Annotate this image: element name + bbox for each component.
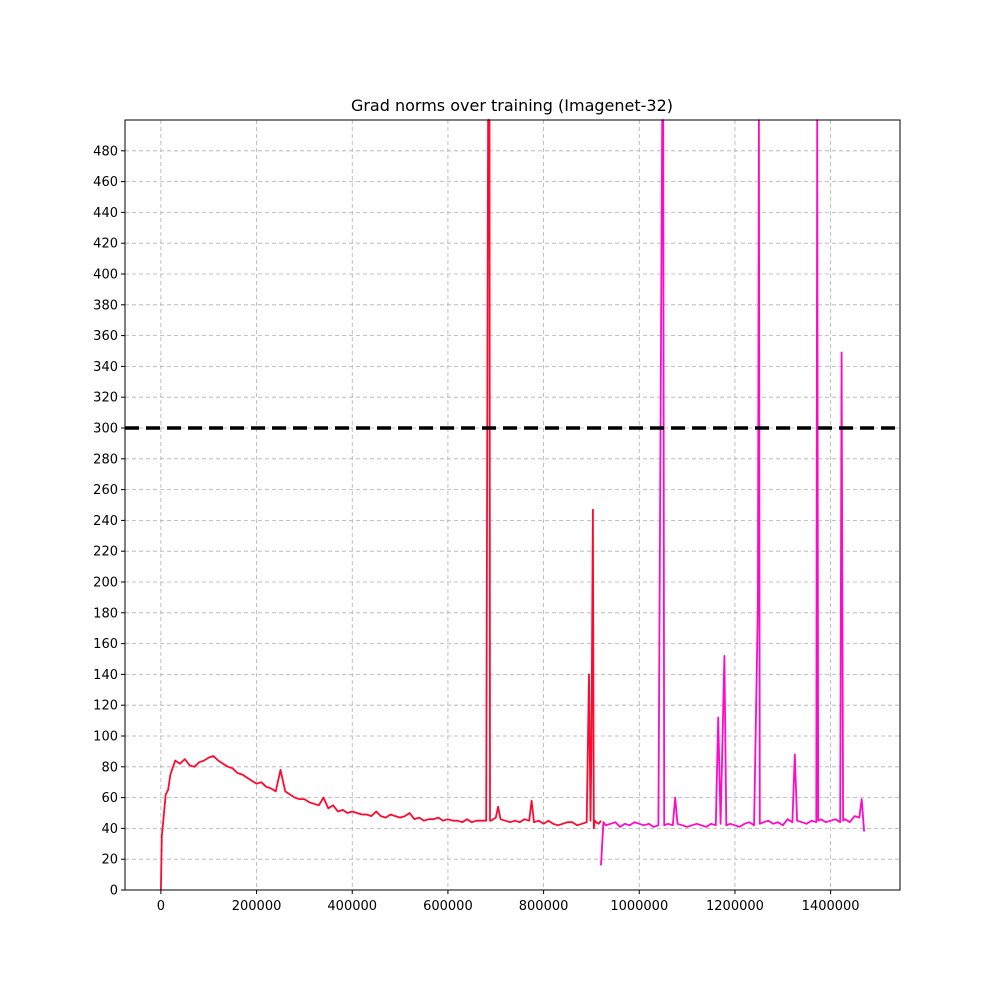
series-line-2 — [600, 119, 865, 866]
y-tick-label: 20 — [101, 853, 118, 868]
y-tick-label: 460 — [93, 175, 118, 190]
y-tick-label: 60 — [101, 791, 118, 806]
y-tick-label: 140 — [93, 668, 118, 683]
x-tick-label: 0 — [157, 899, 165, 914]
series-lines — [160, 119, 865, 891]
y-tick-label: 360 — [93, 329, 118, 344]
y-tick-label: 340 — [93, 360, 118, 375]
x-tick-label: 1200000 — [706, 899, 764, 914]
y-tick-label: 440 — [93, 206, 118, 221]
chart-title: Grad norms over training (Imagenet-32) — [351, 96, 673, 115]
y-tick-label: 380 — [93, 298, 118, 313]
y-tick-label: 180 — [93, 606, 118, 621]
y-tick-label: 400 — [93, 268, 118, 283]
y-tick-label: 300 — [93, 422, 118, 437]
y-tick-label: 280 — [93, 452, 118, 467]
y-tick-label: 480 — [93, 144, 118, 159]
x-tick-label: 800000 — [519, 899, 569, 914]
y-tick-label: 320 — [93, 391, 118, 406]
x-tick-label: 400000 — [327, 899, 377, 914]
series-line-1 — [160, 119, 602, 891]
x-tick-label: 1000000 — [610, 899, 668, 914]
y-tick-label: 200 — [93, 576, 118, 591]
x-tick-label: 1400000 — [802, 899, 860, 914]
y-tick-label: 220 — [93, 545, 118, 560]
grid-lines — [125, 120, 900, 891]
y-tick-label: 0 — [110, 884, 118, 899]
y-tick-label: 240 — [93, 514, 118, 529]
y-tick-label: 260 — [93, 483, 118, 498]
y-tick-label: 100 — [93, 730, 118, 745]
x-tick-label: 200000 — [232, 899, 282, 914]
x-tick-label: 600000 — [423, 899, 473, 914]
y-tick-label: 80 — [101, 760, 118, 775]
y-tick-label: 40 — [101, 822, 118, 837]
y-tick-label: 160 — [93, 637, 118, 652]
y-tick-label: 420 — [93, 237, 118, 252]
y-tick-label: 120 — [93, 699, 118, 714]
plot-frame — [124, 119, 901, 891]
axes: 0 200000 400000 600000 800000 1000000 1200000 1… — [93, 144, 859, 914]
